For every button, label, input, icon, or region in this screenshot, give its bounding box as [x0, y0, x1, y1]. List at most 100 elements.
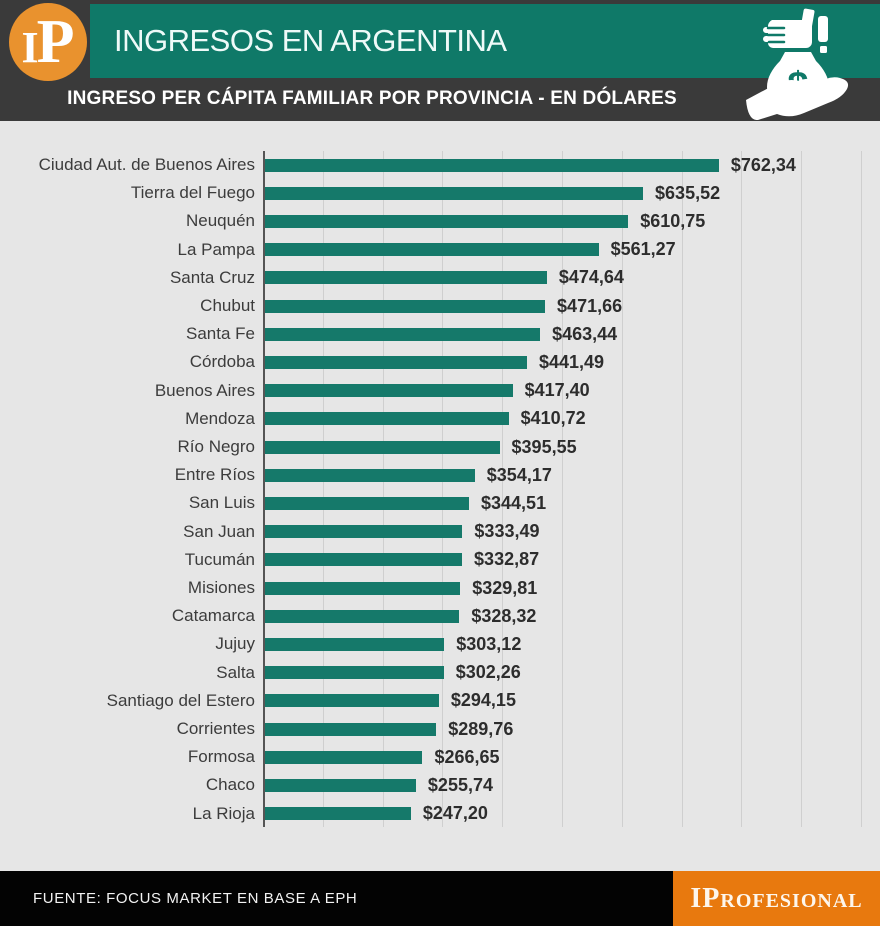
- value-bar: [263, 158, 719, 172]
- gridline: [861, 151, 862, 827]
- value-bar: [263, 243, 599, 257]
- value-label: $344,51: [481, 492, 547, 513]
- value-bar: [263, 355, 527, 369]
- bar-row: Corrientes $289,76: [0, 715, 880, 743]
- province-label: San Luis: [188, 493, 255, 513]
- bar-row: San Juan $333,49: [0, 518, 880, 546]
- value-label: $255,74: [427, 774, 493, 795]
- value-bar: [263, 186, 644, 200]
- bar-row: San Luis $344,51: [0, 489, 880, 517]
- value-label: $333,49: [474, 521, 540, 542]
- logo-letter-p: P: [36, 8, 75, 76]
- money-hand-icon: $: [744, 8, 854, 121]
- bar-row: Buenos Aires $417,40: [0, 377, 880, 405]
- iprofesional-brand-block[interactable]: IProfesional: [673, 871, 880, 926]
- province-label: La Pampa: [177, 239, 256, 259]
- value-label: $354,17: [486, 464, 552, 485]
- value-label: $302,26: [455, 662, 521, 683]
- bar-row: Chaco $255,74: [0, 771, 880, 799]
- gridline: [681, 151, 683, 827]
- value-bar: [263, 496, 470, 510]
- value-label: $266,65: [434, 746, 500, 767]
- value-bar: [263, 440, 500, 454]
- value-bar: [263, 412, 509, 426]
- bar-row: La Rioja $247,20: [0, 800, 880, 828]
- value-bar: [263, 807, 411, 821]
- bar-row: Santa Fe $463,44: [0, 320, 880, 348]
- gridline: [801, 151, 803, 827]
- value-bar: [263, 299, 546, 313]
- hand-money-bag-svg: $: [746, 8, 849, 121]
- province-label: Misiones: [187, 578, 255, 598]
- bar-row: Río Negro $395,55: [0, 433, 880, 461]
- gridline: [741, 151, 743, 827]
- value-label: $247,20: [422, 803, 488, 824]
- value-bar: [263, 637, 445, 651]
- page-title: INGRESOS EN ARGENTINA: [114, 23, 507, 58]
- value-label: $294,15: [450, 690, 516, 711]
- province-label: Salta: [216, 662, 255, 682]
- province-label: Río Negro: [177, 437, 255, 457]
- province-label: Formosa: [187, 747, 255, 767]
- value-label: $328,32: [471, 605, 537, 626]
- bar-row: Jujuy $303,12: [0, 630, 880, 658]
- value-bar: [263, 327, 541, 341]
- value-label: $332,87: [474, 549, 540, 570]
- value-bar: [263, 694, 439, 708]
- province-label: Buenos Aires: [154, 380, 255, 400]
- bar-row: Tucumán $332,87: [0, 546, 880, 574]
- gridline: [502, 151, 504, 827]
- value-bar: [263, 553, 463, 567]
- province-label: Corrientes: [176, 719, 255, 739]
- bar-row: Entre Ríos $354,17: [0, 461, 880, 489]
- bar-row: Misiones $329,81: [0, 574, 880, 602]
- bar-row: Salta $302,26: [0, 659, 880, 687]
- province-label: Mendoza: [185, 408, 255, 428]
- value-label: $417,40: [524, 380, 590, 401]
- province-label: Santiago del Estero: [106, 690, 255, 710]
- bar-row: Chubut $471,66: [0, 292, 880, 320]
- footer: FUENTE: FOCUS MARKET EN BASE A EPH IProf…: [0, 871, 880, 926]
- bar-row: Catamarca $328,32: [0, 602, 880, 630]
- bar-row: Tierra del Fuego $635,52: [0, 179, 880, 207]
- bar-row: Santa Cruz $474,64: [0, 264, 880, 292]
- value-bar: [263, 581, 461, 595]
- province-label: Catamarca: [171, 606, 255, 626]
- value-label: $395,55: [511, 436, 577, 457]
- plot-area: [263, 151, 862, 827]
- value-bar: [263, 468, 475, 482]
- value-bar: [263, 609, 460, 623]
- value-bar: [263, 384, 513, 398]
- bar-row: Santiago del Estero $294,15: [0, 687, 880, 715]
- iprofesional-logo-text: IProfesional: [690, 883, 863, 914]
- gridline: [621, 151, 623, 827]
- province-label: Tierra del Fuego: [130, 183, 255, 203]
- province-label: Chaco: [205, 775, 255, 795]
- bar-row: La Pampa $561,27: [0, 236, 880, 264]
- province-label: Chubut: [200, 296, 255, 316]
- value-label: $410,72: [520, 408, 586, 429]
- bar-row: Formosa $266,65: [0, 743, 880, 771]
- province-label: La Rioja: [192, 803, 255, 823]
- value-bar: [263, 778, 416, 792]
- value-label: $441,49: [539, 351, 605, 372]
- province-label: Córdoba: [189, 352, 255, 372]
- gridline: [562, 151, 563, 827]
- logo-letter-i: I: [21, 23, 39, 72]
- bar-chart: Ciudad Aut. de Buenos Aires $762,34 Tierra…: [0, 121, 880, 871]
- value-label: $289,76: [448, 718, 514, 739]
- bar-row: Mendoza $410,72: [0, 405, 880, 433]
- value-bar: [263, 750, 423, 764]
- value-label: $561,27: [610, 239, 676, 260]
- value-label: $610,75: [640, 210, 706, 231]
- value-bar: [263, 722, 437, 736]
- value-label: $329,81: [472, 577, 538, 598]
- province-label: Neuquén: [185, 211, 255, 231]
- gridline: [322, 151, 324, 827]
- gridline: [382, 151, 384, 827]
- chart-subtitle: INGRESO PER CÁPITA FAMILIAR POR PROVINCI…: [67, 88, 677, 109]
- province-label: Santa Fe: [186, 324, 255, 344]
